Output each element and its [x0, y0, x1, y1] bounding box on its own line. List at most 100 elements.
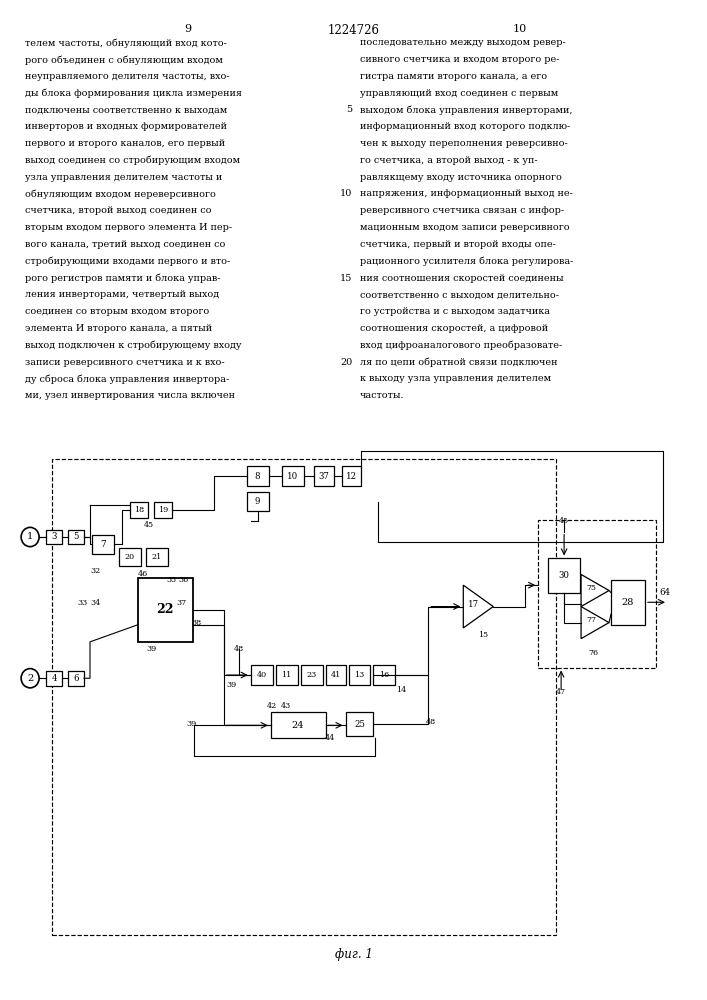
Text: ления инверторами, четвертый выход: ления инверторами, четвертый выход: [25, 290, 218, 299]
Text: вторым входом первого элемента И пер-: вторым входом первого элемента И пер-: [25, 223, 232, 232]
Text: реверсивного счетчика связан с инфор-: реверсивного счетчика связан с инфор-: [360, 206, 564, 215]
Text: 44: 44: [325, 734, 334, 742]
Text: 15: 15: [478, 631, 489, 639]
Text: 10: 10: [513, 24, 527, 34]
Text: выходом блока управления инверторами,: выходом блока управления инверторами,: [360, 105, 573, 115]
Text: счетчика, второй выход соединен со: счетчика, второй выход соединен со: [25, 206, 211, 215]
Bar: [300, 665, 322, 685]
Text: чен к выходу переполнения реверсивно-: чен к выходу переполнения реверсивно-: [360, 139, 568, 148]
Bar: [349, 665, 370, 685]
Bar: [52, 459, 556, 935]
Text: 39: 39: [227, 681, 237, 689]
Text: ния соотношения скоростей соединены: ния соотношения скоростей соединены: [360, 274, 563, 283]
Text: го счетчика, а второй выход - к уп-: го счетчика, а второй выход - к уп-: [360, 156, 538, 165]
Polygon shape: [581, 607, 609, 639]
Text: частоты.: частоты.: [360, 391, 404, 400]
Text: 36: 36: [179, 576, 189, 584]
Text: соединен со вторым входом второго: соединен со вторым входом второго: [25, 307, 209, 316]
Text: 11: 11: [281, 671, 292, 679]
Text: 5: 5: [346, 105, 352, 114]
Text: 75: 75: [586, 584, 596, 592]
Text: 39: 39: [147, 645, 157, 653]
Bar: [68, 671, 84, 686]
Text: 64: 64: [660, 588, 670, 597]
Text: го устройства и с выходом задатчика: го устройства и с выходом задатчика: [360, 307, 550, 316]
Text: записи реверсивного счетчика и к вхо-: записи реверсивного счетчика и к вхо-: [25, 358, 224, 367]
Text: рого объединен с обнуляющим входом: рого объединен с обнуляющим входом: [25, 55, 223, 65]
Text: телем частоты, обнуляющий вход кото-: телем частоты, обнуляющий вход кото-: [25, 38, 226, 48]
Text: 18: 18: [134, 506, 144, 514]
Bar: [119, 548, 141, 566]
Text: 25: 25: [354, 720, 365, 729]
Text: 37: 37: [318, 472, 329, 481]
Text: 10: 10: [340, 189, 352, 198]
Text: 10: 10: [287, 472, 298, 481]
Bar: [346, 712, 373, 736]
Text: рационного усилителя блока регулирова-: рационного усилителя блока регулирова-: [360, 257, 573, 266]
Text: напряжения, информационный выход не-: напряжения, информационный выход не-: [360, 189, 573, 198]
Bar: [325, 665, 346, 685]
Text: 33: 33: [77, 599, 87, 607]
Text: вого канала, третий выход соединен со: вого канала, третий выход соединен со: [25, 240, 225, 249]
Text: 6: 6: [74, 674, 78, 683]
Text: 42: 42: [267, 702, 276, 710]
Text: 76: 76: [588, 649, 598, 657]
Text: равлякщему входу источника опорного: равлякщему входу источника опорного: [360, 173, 562, 182]
Polygon shape: [463, 585, 493, 628]
Text: 3: 3: [52, 532, 57, 541]
Text: 28: 28: [621, 598, 634, 607]
Bar: [373, 665, 395, 685]
Bar: [68, 530, 84, 544]
Text: 4: 4: [52, 674, 57, 683]
Text: 1: 1: [27, 532, 33, 541]
Bar: [154, 502, 172, 518]
Text: 39: 39: [187, 720, 197, 728]
Text: ду сброса блока управления инвертора-: ду сброса блока управления инвертора-: [25, 374, 229, 384]
Bar: [271, 712, 325, 738]
Text: 5: 5: [74, 532, 78, 541]
Text: вход цифроаналогового преобразовате-: вход цифроаналогового преобразовате-: [360, 341, 562, 350]
Text: 41: 41: [330, 671, 341, 679]
Text: 9: 9: [184, 24, 191, 34]
Text: стробирующими входами первого и вто-: стробирующими входами первого и вто-: [25, 257, 230, 266]
Bar: [146, 548, 168, 566]
Text: 7: 7: [100, 540, 106, 549]
Bar: [341, 466, 361, 486]
Text: 20: 20: [340, 358, 352, 367]
Bar: [314, 466, 334, 486]
Text: 16: 16: [380, 671, 390, 679]
Text: 8: 8: [255, 472, 260, 481]
Text: обнуляющим входом нереверсивного: обнуляющим входом нереверсивного: [25, 189, 216, 199]
Text: 1224726: 1224726: [327, 24, 380, 37]
Bar: [130, 502, 148, 518]
Polygon shape: [581, 574, 609, 607]
Text: 22: 22: [156, 603, 174, 616]
Text: гистра памяти второго канала, а его: гистра памяти второго канала, а его: [360, 72, 547, 81]
Text: 43: 43: [281, 702, 291, 710]
Text: 35: 35: [167, 576, 177, 584]
Circle shape: [21, 669, 39, 688]
Circle shape: [21, 527, 39, 547]
Bar: [611, 580, 645, 625]
Text: 17: 17: [468, 600, 479, 609]
Text: счетчика, первый и второй входы опе-: счетчика, первый и второй входы опе-: [360, 240, 556, 249]
Text: 14: 14: [397, 686, 407, 694]
Text: 48: 48: [233, 645, 244, 653]
Text: узла управления делителем частоты и: узла управления делителем частоты и: [25, 173, 222, 182]
Text: выход подключен к стробирующему входу: выход подключен к стробирующему входу: [25, 341, 241, 350]
Text: ды блока формирования цикла измерения: ды блока формирования цикла измерения: [25, 89, 242, 98]
Text: 34: 34: [91, 599, 101, 607]
Text: выход соединен со стробирующим входом: выход соединен со стробирующим входом: [25, 156, 240, 165]
Text: 20: 20: [125, 553, 135, 561]
Text: 38: 38: [192, 619, 202, 627]
Bar: [276, 665, 298, 685]
Text: информационный вход которого подклю-: информационный вход которого подклю-: [360, 122, 571, 131]
Text: последовательно между выходом ревер-: последовательно между выходом ревер-: [360, 38, 566, 47]
Bar: [46, 671, 62, 686]
Text: рого регистров памяти и блока управ-: рого регистров памяти и блока управ-: [25, 274, 220, 283]
Text: 2: 2: [27, 674, 33, 683]
Text: 9: 9: [255, 497, 260, 506]
Bar: [46, 530, 62, 544]
Bar: [281, 466, 303, 486]
Bar: [538, 520, 656, 668]
